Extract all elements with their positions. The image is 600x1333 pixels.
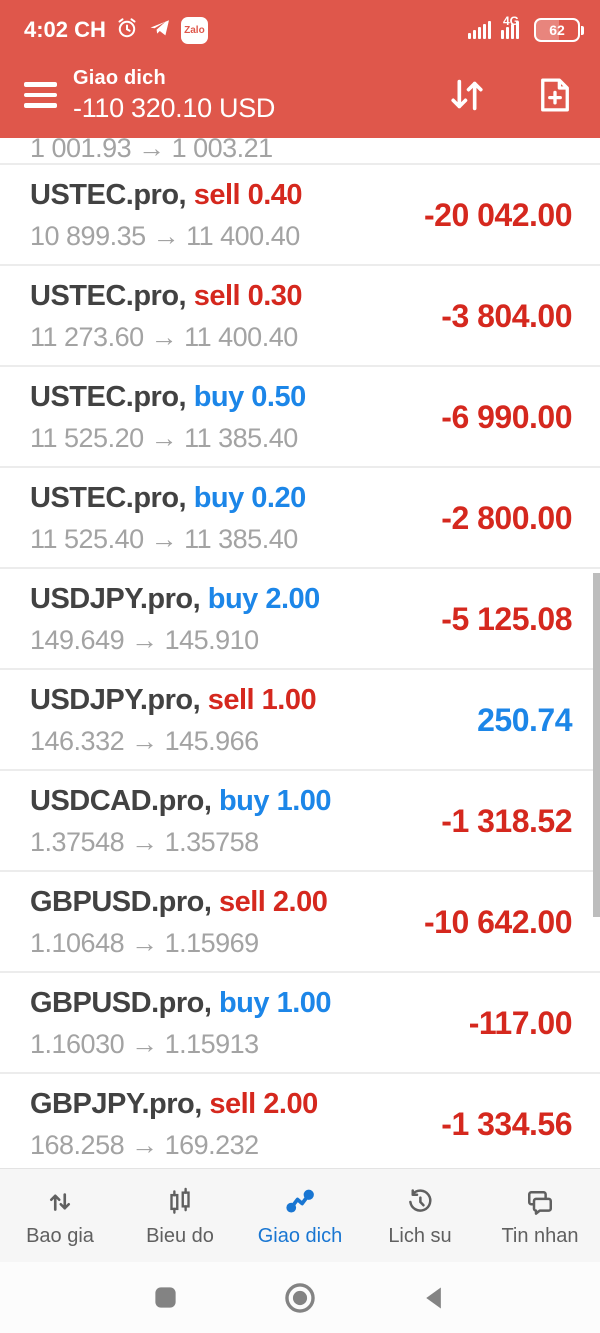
trade-row[interactable]: GBPJPY.pro, sell 2.00 168.258 → 169.232 … [0, 1072, 600, 1168]
bottom-nav: Bao gia Bieu do Giao dich [0, 1168, 600, 1262]
tab-messages[interactable]: Tin nhan [480, 1169, 600, 1262]
trade-profit: -117.00 [468, 1005, 573, 1041]
trade-prices: 11 525.20 → 11 385.40 [30, 423, 298, 453]
trade-side: sell 0.40 [193, 179, 303, 211]
trade-prices: 11 525.40 → 11 385.40 [30, 524, 298, 554]
trade-row[interactable]: USTEC.pro, sell 0.40 10 899.35 → 11 400.… [0, 163, 600, 264]
trade-prices: 146.332 → 145.966 [30, 726, 259, 756]
menu-button[interactable] [24, 82, 57, 108]
trade-prices: 149.649 → 145.910 [30, 625, 259, 655]
trade-side: sell 2.00 [209, 1088, 318, 1120]
tab-label: Bao gia [26, 1225, 94, 1247]
trade-side: sell 0.30 [193, 280, 303, 312]
account-balance: -110 320.10 USD [73, 92, 276, 123]
sort-button[interactable] [444, 72, 490, 118]
trade-prices: 1.16030 → 1.15913 [30, 1029, 259, 1059]
trade-row[interactable]: USTEC.pro, buy 0.50 11 525.20 → 11 385.4… [0, 365, 600, 466]
home-button[interactable] [260, 1262, 340, 1333]
tab-label: Lich su [388, 1225, 452, 1247]
tab-label: Bieu do [146, 1225, 214, 1247]
scrollbar-thumb[interactable] [593, 573, 600, 917]
trade-profit: -2 800.00 [441, 500, 572, 536]
trade-list: 1 001.93 → 1 003.21 USTEC.pro, sell 0.40… [0, 138, 600, 1168]
trade-side: buy 1.00 [218, 785, 332, 817]
trade-prices: 1 001.93 → 1 003.21 [30, 138, 273, 163]
trade-side: buy 0.20 [193, 482, 307, 514]
tab-trade[interactable]: Giao dich [240, 1169, 360, 1262]
alarm-icon [115, 16, 139, 45]
battery-percent: 62 [549, 22, 565, 38]
page-title: Giao dich [73, 66, 166, 89]
zalo-icon: Zalo [180, 16, 208, 44]
trade-side: sell 2.00 [218, 886, 328, 918]
trade-row[interactable]: GBPUSD.pro, buy 1.00 1.16030 → 1.15913 -… [0, 971, 600, 1072]
trade-profit: 250.74 [477, 702, 572, 738]
trade-profit: -1 318.52 [441, 803, 572, 839]
trade-side: buy 2.00 [207, 583, 321, 615]
tab-charts[interactable]: Bieu do [120, 1169, 240, 1262]
back-button[interactable] [395, 1262, 475, 1333]
trade-row[interactable]: USDCAD.pro, buy 1.00 1.37548 → 1.35758 -… [0, 769, 600, 870]
trade-profit: -6 990.00 [441, 399, 572, 435]
trade-symbol: USDJPY.pro, [30, 684, 201, 716]
chat-bubbles-icon [525, 1187, 555, 1217]
trade-prices: 168.258 → 169.232 [30, 1130, 259, 1160]
trade-profit: -3 804.00 [441, 298, 572, 334]
trade-prices: 10 899.35 → 11 400.40 [30, 221, 300, 251]
app-bar: Giao dich -110 320.10 USD [0, 52, 600, 138]
trade-symbol: USDCAD.pro, [30, 785, 212, 817]
tab-history[interactable]: Lich su [360, 1169, 480, 1262]
trade-profit: -5 125.08 [441, 601, 572, 637]
trade-trend-icon [285, 1187, 315, 1217]
top-bar: 4:02 CH Zalo 4G 62 [0, 0, 600, 138]
status-bar: 4:02 CH Zalo 4G 62 [0, 0, 600, 52]
clock-time: 4:02 CH [24, 17, 106, 42]
trade-profit: -10 642.00 [423, 904, 573, 940]
recents-button[interactable] [125, 1262, 205, 1333]
trade-side: buy 0.50 [193, 381, 307, 413]
android-nav-bar [0, 1262, 600, 1333]
quotes-arrows-icon [45, 1187, 75, 1217]
signal-icon [468, 21, 491, 39]
trade-profit: -20 042.00 [423, 197, 573, 233]
trade-symbol: USDJPY.pro, [30, 583, 201, 615]
trade-symbol: GBPUSD.pro, [30, 886, 212, 918]
trade-row[interactable]: USTEC.pro, buy 0.20 11 525.40 → 11 385.4… [0, 466, 600, 567]
trade-row[interactable]: USDJPY.pro, sell 1.00 146.332 → 145.966 … [0, 668, 600, 769]
trade-profit: -1 334.56 [441, 1106, 572, 1142]
trade-symbol: USTEC.pro, [30, 280, 187, 312]
trade-prices: 1.10648 → 1.15969 [30, 928, 259, 958]
tab-quotes[interactable]: Bao gia [0, 1169, 120, 1262]
trade-prices: 11 273.60 → 11 400.40 [30, 322, 298, 352]
candlestick-icon [165, 1187, 195, 1217]
tab-label: Tin nhan [501, 1225, 579, 1247]
history-clock-icon [405, 1187, 435, 1217]
trade-side: sell 1.00 [207, 684, 317, 716]
trade-row[interactable]: GBPUSD.pro, sell 2.00 1.10648 → 1.15969 … [0, 870, 600, 971]
signal-4g-icon: 4G [501, 14, 524, 39]
trade-row[interactable]: USDJPY.pro, buy 2.00 149.649 → 145.910 -… [0, 567, 600, 668]
trade-row-clipped[interactable]: 1 001.93 → 1 003.21 [0, 138, 600, 163]
trade-symbol: GBPUSD.pro, [30, 987, 212, 1019]
trade-symbol: USTEC.pro, [30, 381, 187, 413]
trade-row[interactable]: USTEC.pro, sell 0.30 11 273.60 → 11 400.… [0, 264, 600, 365]
trade-side: buy 1.00 [218, 987, 332, 1019]
tab-label: Giao dich [257, 1225, 343, 1247]
trade-symbol: USTEC.pro, [30, 482, 187, 514]
new-order-button[interactable] [534, 74, 576, 116]
trade-symbol: USTEC.pro, [30, 179, 187, 211]
telegram-icon [148, 16, 172, 45]
trade-prices: 1.37548 → 1.35758 [30, 827, 259, 857]
trade-symbol: GBPJPY.pro, [30, 1088, 202, 1120]
battery-icon: 62 [534, 18, 584, 42]
